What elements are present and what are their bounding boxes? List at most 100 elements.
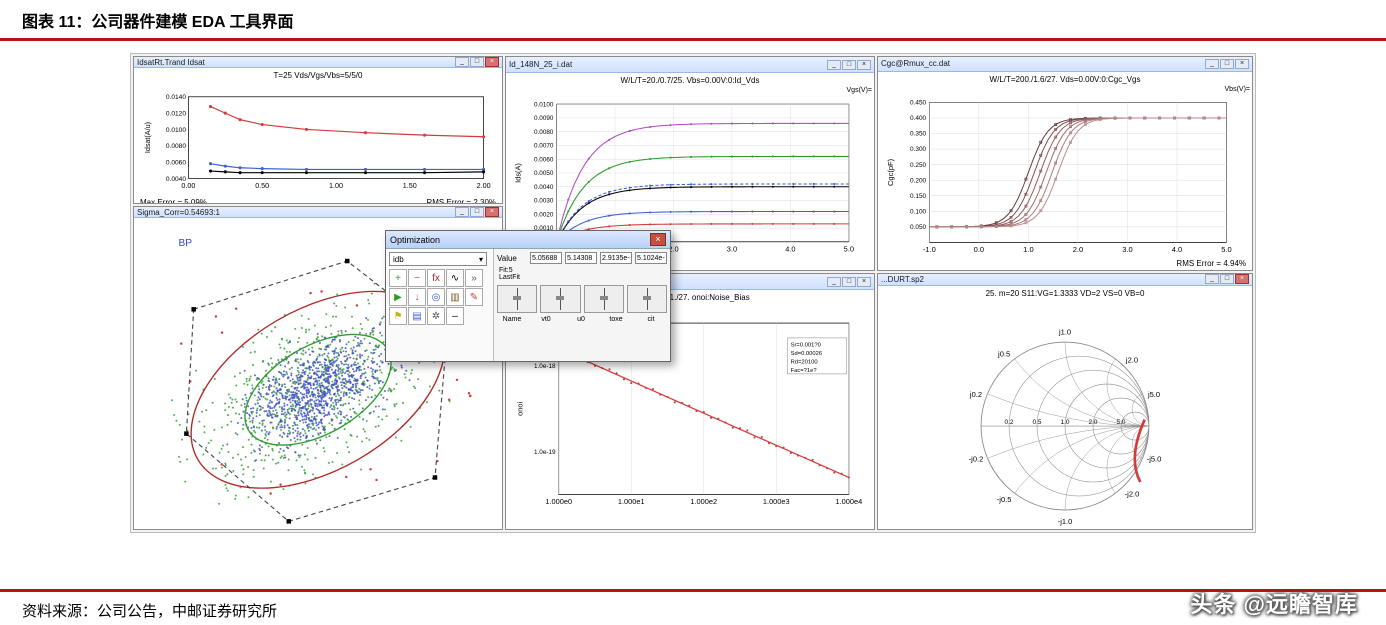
svg-text:onoi: onoi: [516, 402, 525, 416]
svg-text:0.0040: 0.0040: [534, 184, 554, 191]
pencil-icon[interactable]: ✎: [465, 288, 483, 306]
svg-text:1.00: 1.00: [329, 181, 343, 190]
minus-icon[interactable]: −: [408, 269, 426, 287]
optimization-titlebar[interactable]: Optimization ×: [386, 231, 670, 249]
plot-title: 25. m=20 S11:VG=1.3333 VD=2 VS=0 VB=0: [882, 289, 1248, 298]
graph-icon[interactable]: ∿: [446, 269, 464, 287]
svg-text:Fac=?1e?: Fac=?1e?: [791, 368, 818, 374]
svg-text:0.0080: 0.0080: [166, 143, 187, 150]
param-select[interactable]: idb: [389, 252, 487, 266]
svg-text:Sd=0.00026: Sd=0.00026: [791, 351, 823, 357]
minimize-icon[interactable]: _: [1205, 59, 1219, 69]
minimize-icon[interactable]: _: [827, 277, 841, 287]
dash-icon[interactable]: –: [446, 307, 464, 325]
plus-icon[interactable]: +: [389, 269, 407, 287]
maximize-icon[interactable]: □: [1220, 59, 1234, 69]
down-icon[interactable]: ↓: [408, 288, 426, 306]
optimization-dialog[interactable]: Optimization × idb +−fx∿» ▶↓◎▥✎ ⚑▤✲– Value…: [385, 230, 671, 362]
svg-text:0.0100: 0.0100: [166, 127, 187, 134]
svg-text:0.0060: 0.0060: [166, 159, 187, 166]
chart-svg: 0.000.501.001.502.000.00400.00600.00800.…: [138, 81, 498, 204]
svg-text:0.250: 0.250: [910, 162, 927, 169]
svg-text:2.0: 2.0: [1089, 419, 1098, 426]
svg-text:-j2.0: -j2.0: [1125, 489, 1140, 498]
titlebar-cgc[interactable]: Cgc@Rmux_cc.dat _ □ ×: [878, 57, 1252, 72]
titlebar-smith[interactable]: ...DURT.sp2 _ □ ×: [878, 274, 1252, 286]
value-input-1[interactable]: [565, 252, 597, 264]
maximize-icon[interactable]: □: [842, 277, 856, 287]
minimize-icon[interactable]: _: [455, 57, 469, 67]
play-icon[interactable]: ▶: [389, 288, 407, 306]
svg-text:0.0020: 0.0020: [534, 211, 554, 218]
value-input-2[interactable]: [600, 252, 632, 264]
value-input-0[interactable]: [530, 252, 562, 264]
param-slider-3[interactable]: [627, 285, 667, 313]
close-icon[interactable]: ×: [485, 57, 499, 67]
svg-text:0.0080: 0.0080: [534, 129, 554, 136]
maximize-icon[interactable]: □: [842, 60, 856, 70]
doc-icon[interactable]: ▥: [446, 288, 464, 306]
maximize-icon[interactable]: □: [470, 207, 484, 217]
close-icon[interactable]: ×: [1235, 274, 1249, 284]
param-name-0: vt0: [530, 316, 562, 323]
flag-icon[interactable]: ⚑: [389, 307, 407, 325]
titlebar-scatter[interactable]: Sigma_Corr=0.54693:1 _ □ ×: [134, 207, 502, 218]
svg-text:Ids(A): Ids(A): [514, 163, 523, 183]
gear-icon[interactable]: ✲: [427, 307, 445, 325]
minimize-icon[interactable]: _: [455, 207, 469, 217]
layers-icon[interactable]: ▤: [408, 307, 426, 325]
chevrons-icon[interactable]: »: [465, 269, 483, 287]
max-error: Max Error = 5.09%: [140, 198, 207, 204]
close-icon[interactable]: ×: [650, 233, 666, 246]
svg-text:1.50: 1.50: [403, 181, 417, 190]
label-value: Value: [497, 254, 527, 263]
svg-text:1.000e0: 1.000e0: [545, 497, 572, 506]
svg-text:0.350: 0.350: [910, 130, 927, 137]
titlebar-idsat[interactable]: IdsatRt.Trand Idsat _ □ ×: [134, 57, 502, 68]
svg-text:BP: BP: [179, 238, 193, 249]
minimize-icon[interactable]: _: [827, 60, 841, 70]
dialog-title: Optimization: [390, 235, 440, 245]
svg-text:0.2: 0.2: [1005, 419, 1014, 426]
plot-title: T=25 Vds/Vgs/Vbs=5/5/0: [138, 71, 498, 80]
close-icon[interactable]: ×: [1235, 59, 1249, 69]
svg-text:0.50: 0.50: [255, 181, 269, 190]
target-icon[interactable]: ◎: [427, 288, 445, 306]
svg-text:-1.0: -1.0: [923, 245, 936, 254]
svg-text:j1.0: j1.0: [1058, 328, 1071, 337]
param-slider-0[interactable]: [497, 285, 537, 313]
svg-text:0.0090: 0.0090: [534, 115, 554, 122]
svg-text:4.0: 4.0: [1172, 245, 1182, 254]
window-title: ...DURT.sp2: [881, 275, 924, 284]
close-icon[interactable]: ×: [485, 207, 499, 217]
svg-text:0.0070: 0.0070: [534, 143, 554, 150]
plot-title: W/L/T=200./1.6/27. Vds=0.00V:0:Cgc_Vgs: [882, 75, 1248, 84]
svg-text:5.0: 5.0: [1116, 419, 1125, 426]
svg-text:1.0: 1.0: [1061, 419, 1070, 426]
plot-title: W/L/T=20./0.7/25. Vbs=0.00V:0:Id_Vds: [510, 76, 870, 85]
param-slider-2[interactable]: [584, 285, 624, 313]
maximize-icon[interactable]: □: [1220, 274, 1234, 284]
svg-text:-j0.2: -j0.2: [969, 455, 984, 464]
svg-text:1.000e1: 1.000e1: [618, 497, 645, 506]
svg-text:1.000e2: 1.000e2: [690, 497, 717, 506]
fx-icon[interactable]: fx: [427, 269, 445, 287]
titlebar-idvds[interactable]: Id_148N_25_i.dat _ □ ×: [506, 57, 874, 73]
minimize-icon[interactable]: _: [1205, 274, 1219, 284]
close-icon[interactable]: ×: [857, 277, 871, 287]
svg-text:3.0: 3.0: [1122, 245, 1132, 254]
param-slider-1[interactable]: [540, 285, 580, 313]
window-title: Id_148N_25_i.dat: [509, 60, 572, 69]
close-icon[interactable]: ×: [857, 60, 871, 70]
svg-text:0.0: 0.0: [974, 245, 984, 254]
maximize-icon[interactable]: □: [470, 57, 484, 67]
svg-text:2.0: 2.0: [1073, 245, 1083, 254]
svg-text:0.450: 0.450: [910, 99, 927, 106]
svg-text:0.5: 0.5: [1033, 419, 1042, 426]
optimization-values: Value Fit:5 LastFit Name: [494, 249, 670, 361]
panel-smith: ...DURT.sp2 _ □ × 25. m=20 S11:VG=1.3333…: [877, 273, 1253, 530]
value-input-3[interactable]: [635, 252, 667, 264]
svg-text:0.400: 0.400: [910, 115, 927, 122]
plot-cgc: W/L/T=200./1.6/27. Vds=0.00V:0:Cgc_Vgs V…: [878, 72, 1252, 270]
param-name-3: cit: [635, 316, 667, 323]
